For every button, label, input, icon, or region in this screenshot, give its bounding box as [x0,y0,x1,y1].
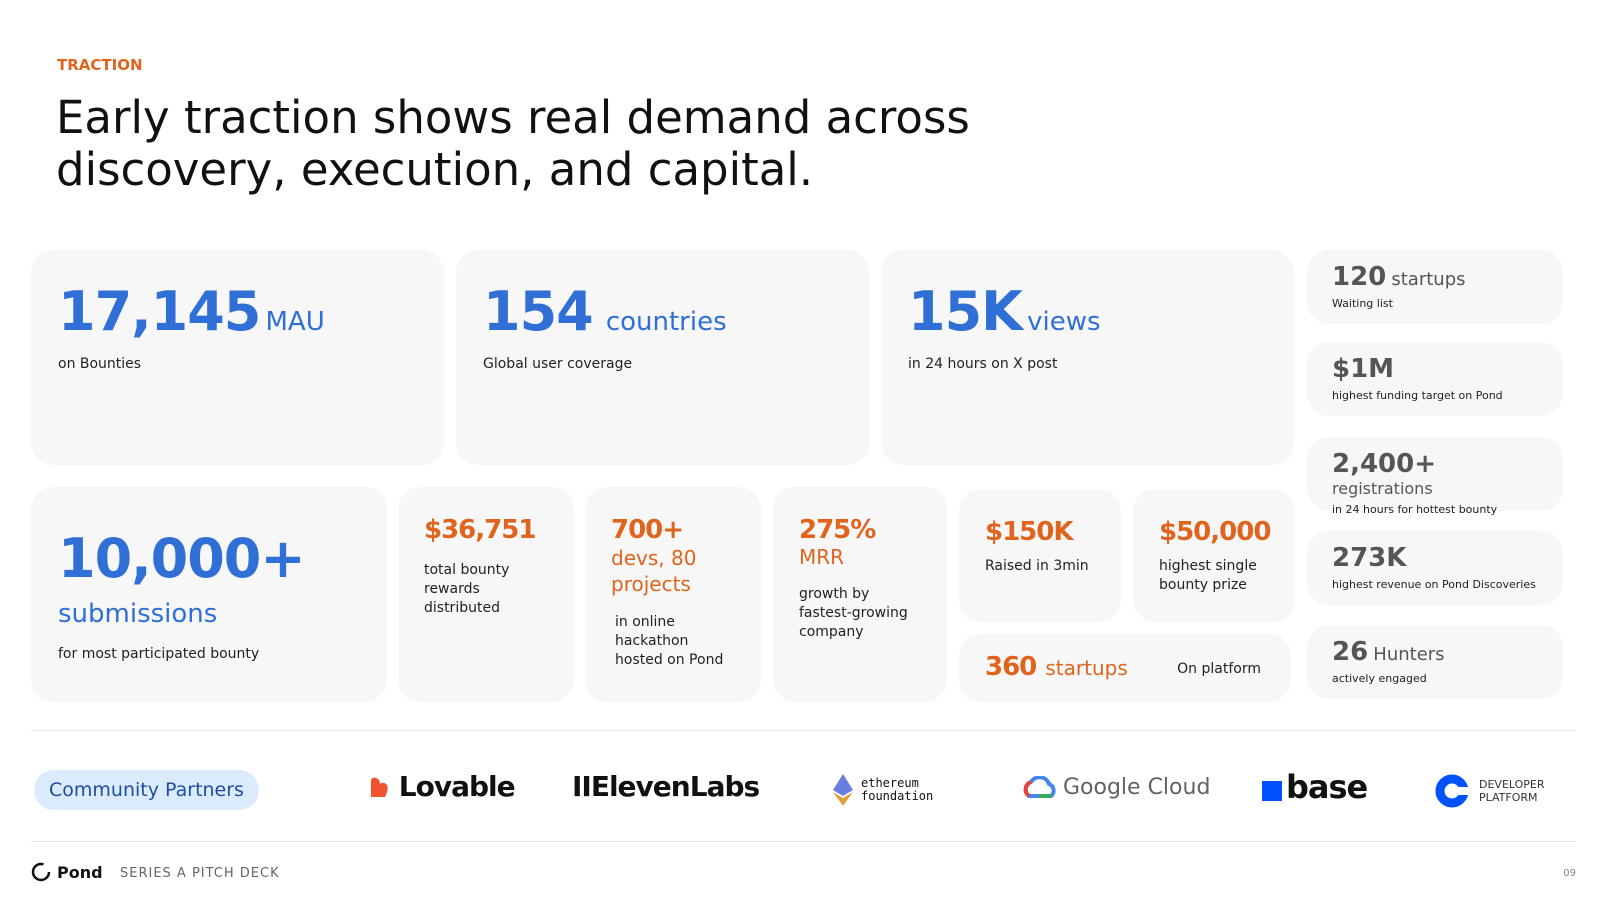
stat-unit: views [1027,307,1101,337]
logo-text: foundation [861,789,934,803]
side-stat: 273K highest revenue on Pond Discoveries [1307,531,1563,605]
stat-unit: countries [605,307,727,337]
logo-text: ethereum [861,776,919,790]
stat-card: $50,000 highest single bounty prize [1133,489,1295,622]
logo-text: IIElevenLabs [572,770,760,803]
stat-value: 17,145 [58,280,261,343]
partners-label: Community Partners [34,770,259,810]
stat-unit: startups [1045,656,1128,680]
logo-text: Lovable [398,770,516,803]
stat-value: $50,000 [1159,517,1271,547]
stat-unit: startups [1391,269,1466,290]
stat-card: 700+ devs, 80 projects in online hackath… [585,487,761,702]
eyebrow: TRACTION [57,56,143,74]
stat-unit: MRR [799,545,845,569]
stat-caption: in 24 hours for hottest bounty [1332,503,1498,516]
stat-unit: Hunters [1373,644,1445,665]
stat-card: $36,751 total bounty rewards distributed [398,487,574,702]
divider [31,841,1576,842]
partner-logo: Google Cloud [1023,775,1210,800]
stat-value: $36,751 [424,515,536,545]
stat-value: 10,000+ [58,527,306,590]
stat-caption: Global user coverage [483,356,633,372]
partner-logo: IIElevenLabs [572,770,760,803]
stat-caption: highest single bounty prize [1159,558,1257,593]
brand-name: Pond [57,862,103,882]
stat-unit: registrations [1332,479,1433,498]
stat-caption: on Bounties [58,356,142,372]
logo-text: Google Cloud [1063,775,1211,800]
stat-caption: Waiting list [1332,297,1393,310]
footer-subtitle: SERIES A PITCH DECK [120,866,280,881]
stat-value: 275% [799,515,876,545]
stat-value: $1M [1332,354,1395,384]
stat-value: 154 [483,280,594,343]
stat-unit: MAU [265,307,325,337]
stat-value: 273K [1332,543,1407,573]
partner-logo: DEVELOPER PLATFORM [1435,774,1545,808]
stat-unit: submissions [58,599,218,629]
side-stat: 2,400+ registrations in 24 hours for hot… [1307,437,1563,516]
logo-text: PLATFORM [1479,791,1538,804]
title-line: Early traction shows real demand across [56,91,970,144]
stat-card: 17,145 MAU on Bounties [31,250,444,465]
logo-icon [1262,781,1282,801]
stat-caption: in online hackathon hosted on Pond [615,614,724,668]
stat-caption: in 24 hours on X post [908,356,1058,372]
side-stat: 120 startups Waiting list [1307,250,1563,324]
stat-caption: On platform [1177,661,1261,677]
side-stat: 26 Hunters actively engaged [1307,625,1563,699]
stat-caption: Raised in 3min [985,558,1089,574]
stat-card: 360 startups On platform [959,634,1291,702]
partner-logo: Lovable [368,770,516,803]
title: Early traction shows real demand across … [56,92,970,196]
stat-card: 15K views in 24 hours on X post [881,250,1294,465]
logo-icon [833,774,853,806]
stat-caption: highest revenue on Pond Discoveries [1332,578,1536,591]
stat-caption: highest funding target on Pond [1332,389,1503,402]
stat-value: 15K [908,280,1023,343]
logo-text: base [1286,768,1368,806]
brand-icon [31,862,51,882]
stat-card: 10,000+ submissions for most participate… [31,487,387,702]
partner-logo: ethereum foundation [833,774,933,806]
logo-icon [371,777,388,797]
stat-value: 2,400+ [1332,449,1437,479]
stat-card: 154 countries Global user coverage [456,250,869,465]
stat-value: 360 [985,652,1037,682]
divider [31,730,1576,731]
stat-value: $150K [985,517,1074,547]
stat-value: 700+ [611,515,684,545]
partner-logo: base [1262,768,1368,806]
stat-caption: for most participated bounty [58,646,260,662]
stat-value: 120 [1332,262,1387,292]
stat-value: 26 [1332,637,1369,667]
side-stat: $1M highest funding target on Pond [1307,342,1563,416]
stat-card: 275% MRR growth by fastest-growing compa… [773,487,947,702]
footer-brand: Pond [31,862,103,882]
stat-caption: actively engaged [1332,672,1427,685]
logo-icon [1023,775,1056,798]
stat-card: $150K Raised in 3min [959,489,1121,622]
stat-unit: devs, 80 projects [611,546,697,596]
logo-icon [1435,774,1469,808]
page-number: 09 [1563,868,1576,879]
stat-caption: total bounty rewards distributed [424,562,510,616]
title-line: discovery, execution, and capital. [56,143,814,196]
stat-caption: growth by fastest-growing company [799,586,908,640]
logo-text: DEVELOPER [1479,778,1545,791]
